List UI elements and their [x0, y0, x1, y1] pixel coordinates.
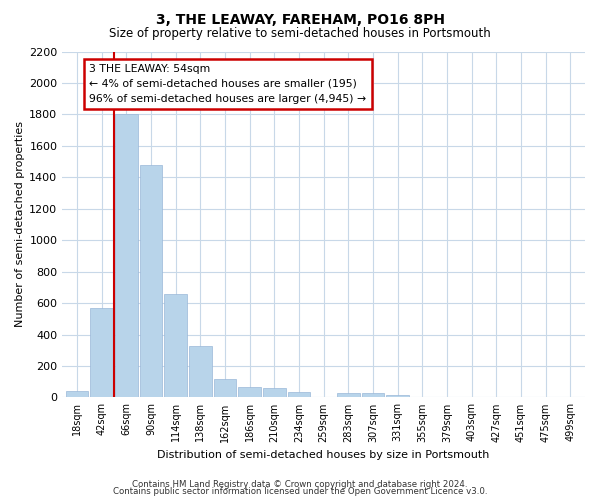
X-axis label: Distribution of semi-detached houses by size in Portsmouth: Distribution of semi-detached houses by … — [157, 450, 490, 460]
Text: Contains public sector information licensed under the Open Government Licence v3: Contains public sector information licen… — [113, 487, 487, 496]
Bar — [238, 387, 261, 398]
Text: 3 THE LEAWAY: 54sqm
← 4% of semi-detached houses are smaller (195)
96% of semi-d: 3 THE LEAWAY: 54sqm ← 4% of semi-detache… — [89, 64, 367, 104]
Bar — [115, 114, 138, 398]
Text: 3, THE LEAWAY, FAREHAM, PO16 8PH: 3, THE LEAWAY, FAREHAM, PO16 8PH — [155, 12, 445, 26]
Bar — [164, 294, 187, 398]
Bar — [66, 391, 88, 398]
Bar — [362, 394, 384, 398]
Bar — [287, 392, 310, 398]
Y-axis label: Number of semi-detached properties: Number of semi-detached properties — [15, 122, 25, 328]
Text: Size of property relative to semi-detached houses in Portsmouth: Size of property relative to semi-detach… — [109, 28, 491, 40]
Bar — [214, 378, 236, 398]
Bar — [140, 164, 163, 398]
Bar — [91, 308, 113, 398]
Bar — [337, 394, 359, 398]
Bar — [386, 395, 409, 398]
Bar — [189, 346, 212, 398]
Bar — [263, 388, 286, 398]
Text: Contains HM Land Registry data © Crown copyright and database right 2024.: Contains HM Land Registry data © Crown c… — [132, 480, 468, 489]
